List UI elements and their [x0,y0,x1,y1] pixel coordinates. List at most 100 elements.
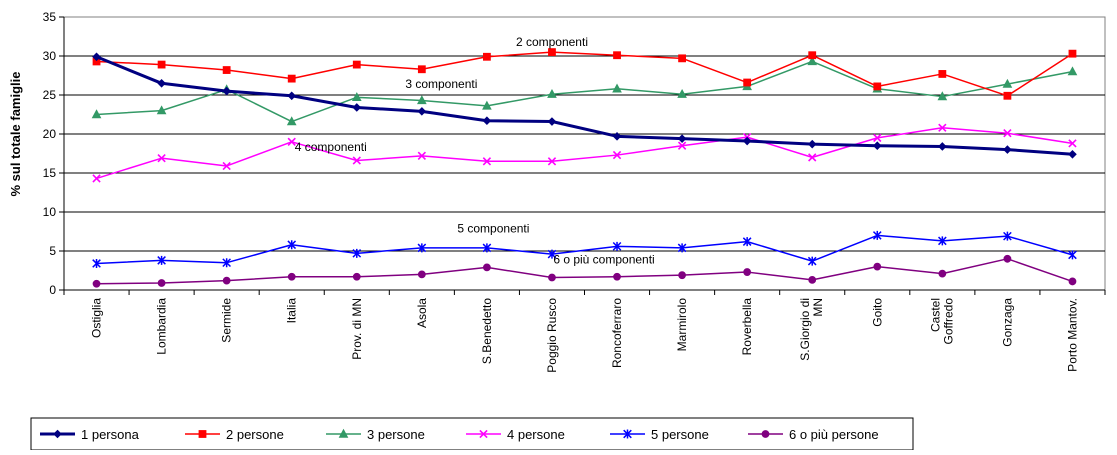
data-point [287,240,297,250]
data-point [1068,139,1077,148]
data-point [156,105,167,115]
data-point [548,48,556,56]
data-point [482,100,492,110]
x-tick-label: Poggio Rusco [545,298,559,373]
data-point [1068,277,1077,286]
data-point [417,270,426,279]
legend-label: 6 o più persone [789,427,879,442]
data-point [1003,231,1012,241]
x-tick-label: Roverbella [740,298,754,356]
data-point [872,230,882,240]
data-point [222,161,231,171]
data-point [808,51,817,60]
data-point [1068,49,1077,58]
data-point [417,151,427,161]
legend-item: 3 persone [326,427,425,442]
y-tick-label: 30 [43,49,57,63]
legend-item: 6 o più persone [748,427,879,442]
data-point [612,132,622,141]
data-point [547,157,557,166]
x-tick-label: S.Benedetto [480,298,494,364]
data-point [742,136,752,146]
x-tick-label: CastelGoffredo [928,298,955,345]
data-point [1068,250,1077,260]
legend-item: 5 persone [610,427,709,442]
data-point [1003,129,1012,138]
legend-label: 4 persone [507,427,565,442]
data-point [222,66,231,74]
series-line [96,258,1073,285]
data-point [612,150,622,160]
series-3 [91,56,1078,126]
data-point [92,279,101,288]
data-point [1003,254,1012,263]
data-point [287,74,296,83]
data-point [352,272,361,281]
legend: 1 persona 2 persone 3 persone 4 persone 5 pe… [30,417,914,451]
data-point [807,139,817,149]
series-2 [92,48,1077,100]
y-tick-label: 35 [43,10,57,24]
annotation: 6 o più componenti [553,252,654,266]
data-point [417,95,427,105]
series-line [96,60,1073,123]
series-line [96,127,1073,180]
data-point [743,268,752,276]
data-point [938,123,947,132]
data-point [548,273,556,282]
x-tick-label: Lombardia [155,298,169,355]
legend-label: 2 persone [226,427,284,442]
legend-item: 4 persone [466,427,565,442]
data-point [222,276,231,285]
data-point [287,272,296,281]
data-point [92,52,101,62]
data-point [938,142,947,151]
x-tick-label: Ostiglia [90,298,104,338]
data-point [286,116,297,126]
data-point [157,60,166,69]
legend-label: 3 persone [367,427,425,442]
series-5 [92,230,1077,268]
legend-marker [623,429,632,439]
data-point [547,88,557,98]
data-point [937,91,948,101]
data-point [92,258,101,268]
data-point [352,156,361,165]
data-point [222,86,231,96]
data-point [352,103,362,112]
data-point [613,272,621,281]
legend-marker [761,430,770,438]
data-point [678,54,686,63]
annotation: 4 componenti [295,140,367,154]
data-point [483,263,491,272]
data-point [417,107,427,116]
data-point [678,271,686,280]
data-point [351,92,362,102]
data-point [743,78,752,87]
data-point [482,243,492,253]
annotation: 3 componenti [405,77,477,91]
y-tick-label: 10 [43,205,57,219]
data-point [482,116,492,126]
legend-label: 5 persone [651,427,709,442]
data-point [612,83,622,93]
data-point [938,269,947,278]
data-point [92,174,101,183]
data-point [287,137,296,146]
data-point [612,241,622,251]
y-tick-label: 0 [49,283,56,297]
data-point [157,154,166,163]
x-tick-label: Goito [870,298,884,327]
series-lines [91,48,1078,288]
data-point [873,82,882,91]
legend-label: 1 persona [81,427,140,442]
data-point [677,141,687,150]
data-point [872,141,882,151]
series-line [96,234,1073,265]
x-tick-label: Prov. di MN [350,298,364,360]
data-point [547,249,557,259]
data-point [222,258,231,268]
x-tick-label: Gonzaga [1000,298,1014,347]
